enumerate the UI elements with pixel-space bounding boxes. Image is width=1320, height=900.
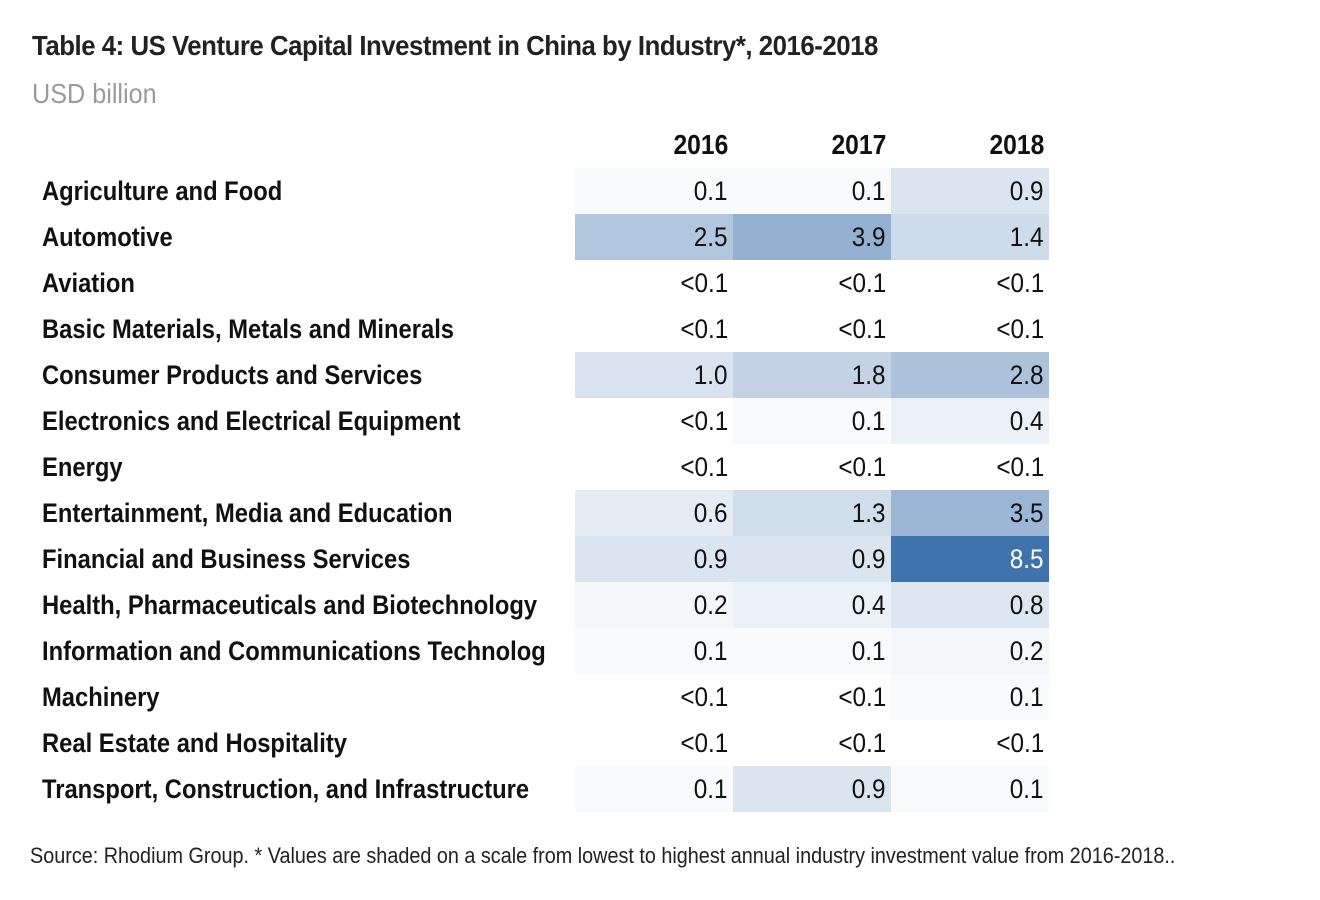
table-row: Health, Pharmaceuticals and Biotechnolog… [42, 582, 1049, 628]
heatmap-cell: <0.1 [733, 260, 891, 306]
heatmap-cell: 2.5 [575, 214, 733, 260]
table-row: Financial and Business Services 0.9 0.9 8.5 [42, 536, 1049, 582]
heatmap-cell: <0.1 [575, 674, 733, 720]
heatmap-cell: <0.1 [575, 444, 733, 490]
heatmap-cell: 0.8 [891, 582, 1049, 628]
table-row: Consumer Products and Services 1.0 1.8 2.8 [42, 352, 1049, 398]
table-title: Table 4: US Venture Capital Investment i… [32, 30, 878, 61]
table-row: Energy <0.1 <0.1 <0.1 [42, 444, 1049, 490]
heatmap-cell: 0.4 [891, 398, 1049, 444]
heatmap-cell: <0.1 [575, 398, 733, 444]
heatmap-cell: <0.1 [891, 260, 1049, 306]
heatmap-cell: 0.9 [733, 766, 891, 812]
row-label: Consumer Products and Services [42, 359, 423, 390]
heatmap-cell: 0.1 [575, 628, 733, 674]
heatmap-cell: 0.6 [575, 490, 733, 536]
heatmap-cell: 3.5 [891, 490, 1049, 536]
row-label: Electronics and Electrical Equipment [42, 405, 461, 436]
heatmap-cell: 3.9 [733, 214, 891, 260]
table-subtitle: USD billion [32, 78, 157, 109]
heatmap-cell: 1.4 [891, 214, 1049, 260]
heatmap-cell: <0.1 [891, 720, 1049, 766]
row-label: Financial and Business Services [42, 543, 411, 574]
table-body: Agriculture and Food 0.1 0.1 0.9 Automotive 2… [42, 168, 1049, 812]
heatmap-cell: 1.0 [575, 352, 733, 398]
row-label: Transport, Construction, and Infrastruct… [42, 773, 530, 804]
column-header: 2017 [831, 129, 886, 160]
table-row: Aviation <0.1 <0.1 <0.1 [42, 260, 1049, 306]
table-row: Machinery <0.1 <0.1 0.1 [42, 674, 1049, 720]
header-label-spacer [42, 122, 575, 168]
heatmap-cell: 0.1 [891, 674, 1049, 720]
heatmap-cell: <0.1 [733, 674, 891, 720]
row-label: Basic Materials, Metals and Minerals [42, 313, 455, 344]
row-label: Agriculture and Food [42, 175, 283, 206]
heatmap-cell: <0.1 [575, 306, 733, 352]
heatmap-cell: 8.5 [891, 536, 1049, 582]
heatmap-cell: 0.1 [575, 168, 733, 214]
row-label: Health, Pharmaceuticals and Biotechnolog… [42, 589, 538, 620]
table-row: Transport, Construction, and Infrastruct… [42, 766, 1049, 812]
table-row: Electronics and Electrical Equipment <0.1… [42, 398, 1049, 444]
row-label: Aviation [42, 267, 135, 298]
source-footnote: Source: Rhodium Group. * Values are shad… [30, 843, 1176, 868]
table-row: Information and Communications Technolog… [42, 628, 1049, 674]
heatmap-cell: 0.9 [733, 536, 891, 582]
heatmap-cell: 0.9 [575, 536, 733, 582]
heatmap-cell: 1.8 [733, 352, 891, 398]
row-label: Entertainment, Media and Education [42, 497, 453, 528]
table-row: Automotive 2.5 3.9 1.4 [42, 214, 1049, 260]
heatmap-cell: 0.2 [575, 582, 733, 628]
heatmap-cell: <0.1 [733, 444, 891, 490]
heatmap-cell: 0.9 [891, 168, 1049, 214]
heatmap-cell: <0.1 [733, 720, 891, 766]
heatmap-cell: 0.1 [733, 168, 891, 214]
heatmap-cell: 0.1 [575, 766, 733, 812]
table-row: Real Estate and Hospitality <0.1 <0.1 <0.1 [42, 720, 1049, 766]
row-label: Automotive [42, 221, 173, 252]
heatmap-cell: 0.1 [733, 628, 891, 674]
heatmap-table: 2016 2017 2018 Agriculture and Food 0.1 0.… [42, 122, 1049, 812]
heatmap-cell: 1.3 [733, 490, 891, 536]
row-label: Real Estate and Hospitality [42, 727, 348, 758]
heatmap-cell: 0.4 [733, 582, 891, 628]
heatmap-cell: 0.1 [891, 766, 1049, 812]
table-row: Entertainment, Media and Education 0.6 1.3… [42, 490, 1049, 536]
row-label: Machinery [42, 681, 160, 712]
heatmap-cell: 0.2 [891, 628, 1049, 674]
heatmap-cell: <0.1 [575, 720, 733, 766]
column-header: 2018 [989, 129, 1044, 160]
heatmap-cell: 0.1 [733, 398, 891, 444]
header-row: 2016 2017 2018 [42, 122, 1049, 168]
heatmap-cell: 2.8 [891, 352, 1049, 398]
row-label: Information and Communications Technolog [42, 635, 546, 666]
heatmap-cell: <0.1 [733, 306, 891, 352]
table-row: Agriculture and Food 0.1 0.1 0.9 [42, 168, 1049, 214]
table-row: Basic Materials, Metals and Minerals <0.1… [42, 306, 1049, 352]
heatmap-cell: <0.1 [575, 260, 733, 306]
heatmap-cell: <0.1 [891, 306, 1049, 352]
column-header: 2016 [673, 129, 728, 160]
heatmap-cell: <0.1 [891, 444, 1049, 490]
row-label: Energy [42, 451, 123, 482]
